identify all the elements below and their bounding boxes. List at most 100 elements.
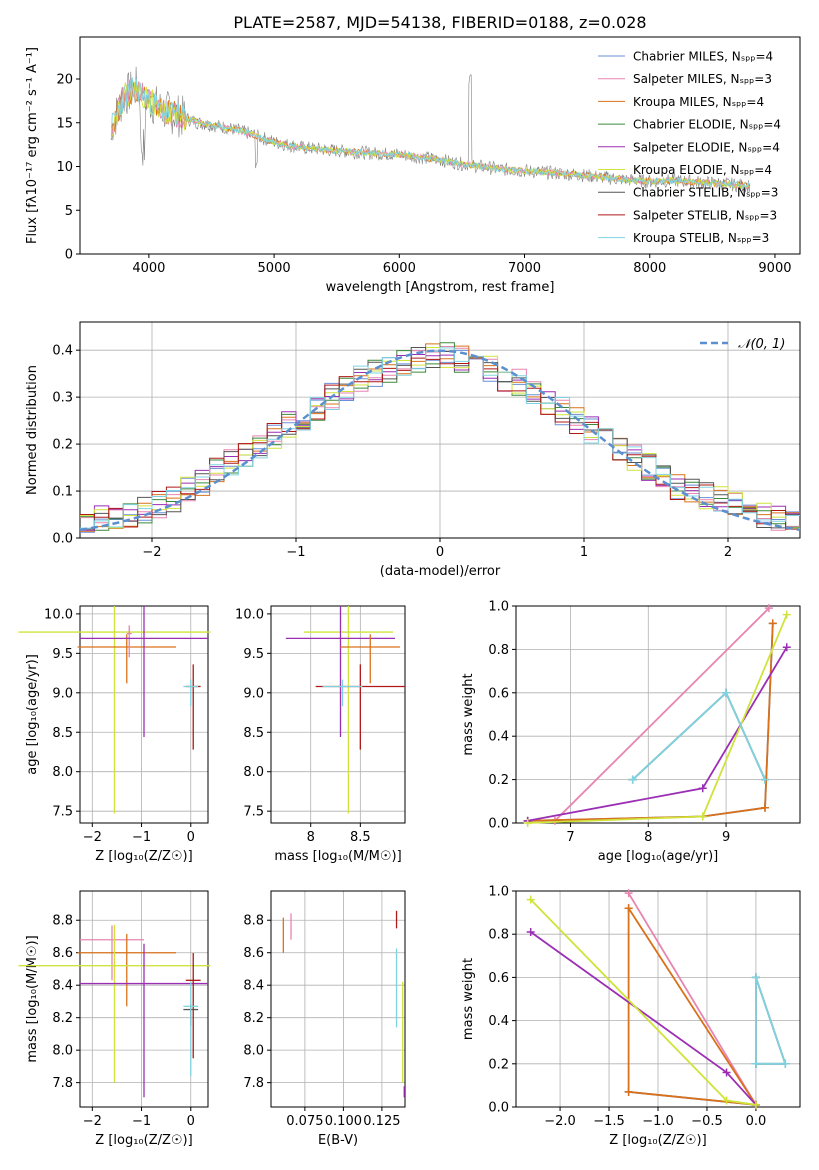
data-point-marker [751, 1059, 760, 1068]
y-tick-label: 8.8 [52, 914, 73, 929]
y-tick-label: 0.3 [52, 391, 73, 406]
y-tick-label: 0.4 [488, 1014, 509, 1029]
y-tick-label: 0.8 [488, 643, 509, 658]
y-axis-label: mass [log₁₀(M/M☉)] [25, 935, 40, 1062]
x-tick-label: 0.100 [325, 1114, 362, 1129]
series-line-chabrier_miles [527, 623, 774, 822]
data-point-marker [751, 973, 760, 982]
chart-age-vs-mass: 8 8.5 7.5 8.0 8.5 9.0 9.5 10.0 mass [log₁₀(M/M☉)… [235, 605, 406, 864]
data-point-marker [782, 610, 791, 619]
data-point-marker [782, 643, 791, 652]
x-tick-label: 0 [187, 830, 195, 845]
y-tick-label: 9.5 [243, 647, 264, 662]
x-tick-label: −0.5 [691, 1114, 723, 1129]
normal-curve [79, 349, 801, 532]
y-tick-label: 8.8 [243, 914, 264, 929]
series-line-salpeter_elodie [527, 646, 788, 822]
y-tick-label: 8.0 [52, 1044, 73, 1059]
y-tick-label: 9.5 [52, 647, 73, 662]
x-axis-label: wavelength [Angstrom, rest frame] [326, 280, 555, 295]
axes-frame [79, 36, 801, 255]
y-axis-label: mass weight [461, 958, 476, 1040]
x-axis-label: Z [log₁₀(Z/Z☉)] [609, 1133, 706, 1148]
y-tick-label: 10.0 [235, 607, 264, 622]
data-point-marker [526, 928, 535, 937]
y-tick-label: 9.0 [52, 686, 73, 701]
data-point-marker [760, 775, 769, 784]
data-point-marker [698, 812, 707, 821]
x-tick-label: −1.0 [642, 1114, 674, 1129]
data-point-marker [764, 604, 773, 613]
data-point-marker [628, 775, 637, 784]
legend-entry: Kroupa MILES, Nₛₚₚ=4 [633, 95, 764, 109]
x-tick-label: 1 [580, 545, 588, 560]
axes-frame [270, 890, 406, 1108]
y-tick-label: 0.1 [52, 485, 73, 500]
y-tick-label: 7.8 [52, 1076, 73, 1091]
chart-mass-vs-EBV: 0.075 0.100 0.125 7.8 8.0 8.2 8.4 8.6 8.8 E(B-V) [243, 890, 406, 1148]
x-tick-label: −2 [142, 545, 161, 560]
x-tick-label: −2.0 [544, 1114, 576, 1129]
x-tick-label: 8 [307, 830, 315, 845]
series-line-kroupa_miles [527, 623, 774, 822]
axes-frame [515, 605, 801, 824]
x-tick-label: 8.5 [350, 830, 371, 845]
x-tick-label: 0.0 [746, 1114, 767, 1129]
x-tick-label: −1 [286, 545, 305, 560]
data-point-marker [624, 889, 633, 898]
legend-entry: Salpeter ELODIE, Nₛₚₚ=4 [633, 140, 780, 154]
y-tick-label: 8.2 [243, 1011, 264, 1026]
data-point-marker [624, 904, 633, 913]
x-axis-label: mass [log₁₀(M/M☉)] [274, 849, 401, 864]
y-tick-label: 0.0 [52, 532, 73, 547]
chart-weight-vs-age: 7 8 9 0.0 0.2 0.4 0.6 0.8 1.0 age [log₁₀(age/yr)]… [461, 600, 801, 864]
y-tick-label: 7.8 [243, 1076, 264, 1091]
x-tick-label: 8000 [633, 261, 666, 276]
data-point-marker [722, 688, 731, 697]
y-tick-label: 8.0 [243, 765, 264, 780]
histogram-salpeter_stelib [80, 356, 800, 530]
series-line-kroupa_miles [627, 907, 758, 1106]
y-tick-label: 8.4 [52, 979, 73, 994]
y-tick-label: 8.5 [52, 726, 73, 741]
y-axis-label: Flux [fλ10⁻¹⁷ erg cm⁻² s⁻¹ A⁻¹] [25, 47, 40, 244]
y-tick-label: 10.0 [44, 607, 73, 622]
x-tick-label: −1 [132, 1114, 151, 1129]
x-tick-label: 7000 [508, 261, 541, 276]
y-tick-label: 0.2 [488, 1057, 509, 1072]
y-tick-label: 0.0 [488, 817, 509, 832]
data-point-marker [526, 895, 535, 904]
y-axis-label: age [log₁₀(age/yr)] [25, 654, 40, 775]
x-axis-label: (data-model)/error [380, 564, 501, 579]
x-tick-label: −1 [132, 830, 151, 845]
x-tick-label: −2 [83, 830, 102, 845]
data-point-marker [698, 784, 707, 793]
x-tick-label: 9 [722, 830, 730, 845]
x-tick-label: 0 [187, 1114, 195, 1129]
y-tick-label: 0.6 [488, 971, 509, 986]
x-axis-label: Z [log₁₀(Z/Z☉)] [95, 1133, 192, 1148]
y-tick-label: 15 [56, 116, 73, 131]
legend-entry: Chabrier MILES, Nₛₚₚ=4 [633, 50, 773, 64]
y-tick-label: 20 [56, 73, 73, 88]
y-tick-label: 0.2 [52, 438, 73, 453]
series-line-salpeter_miles [627, 892, 757, 1106]
x-axis-label: age [log₁₀(age/yr)] [598, 849, 719, 864]
series-line-salpeter_elodie [530, 931, 757, 1106]
x-tick-label: 0.075 [286, 1114, 323, 1129]
x-tick-label: 8 [644, 830, 652, 845]
data-point-marker [751, 1100, 760, 1109]
y-tick-label: 1.0 [488, 885, 509, 900]
x-tick-label: 2 [724, 545, 732, 560]
y-axis-label: Normed distribution [25, 365, 40, 495]
data-point-marker [760, 803, 769, 812]
y-tick-label: 8.5 [243, 726, 264, 741]
y-tick-label: 0.4 [488, 730, 509, 745]
x-tick-label: −2 [83, 1114, 102, 1129]
y-tick-label: 0.4 [52, 344, 73, 359]
y-axis-label: mass weight [461, 673, 476, 755]
x-tick-label: 0.125 [363, 1114, 400, 1129]
chart-residuals: −2 −1 0 1 2 0.0 0.1 0.2 0.3 0.4 (data-model)/error… [25, 321, 801, 579]
y-tick-label: 0.8 [488, 928, 509, 943]
